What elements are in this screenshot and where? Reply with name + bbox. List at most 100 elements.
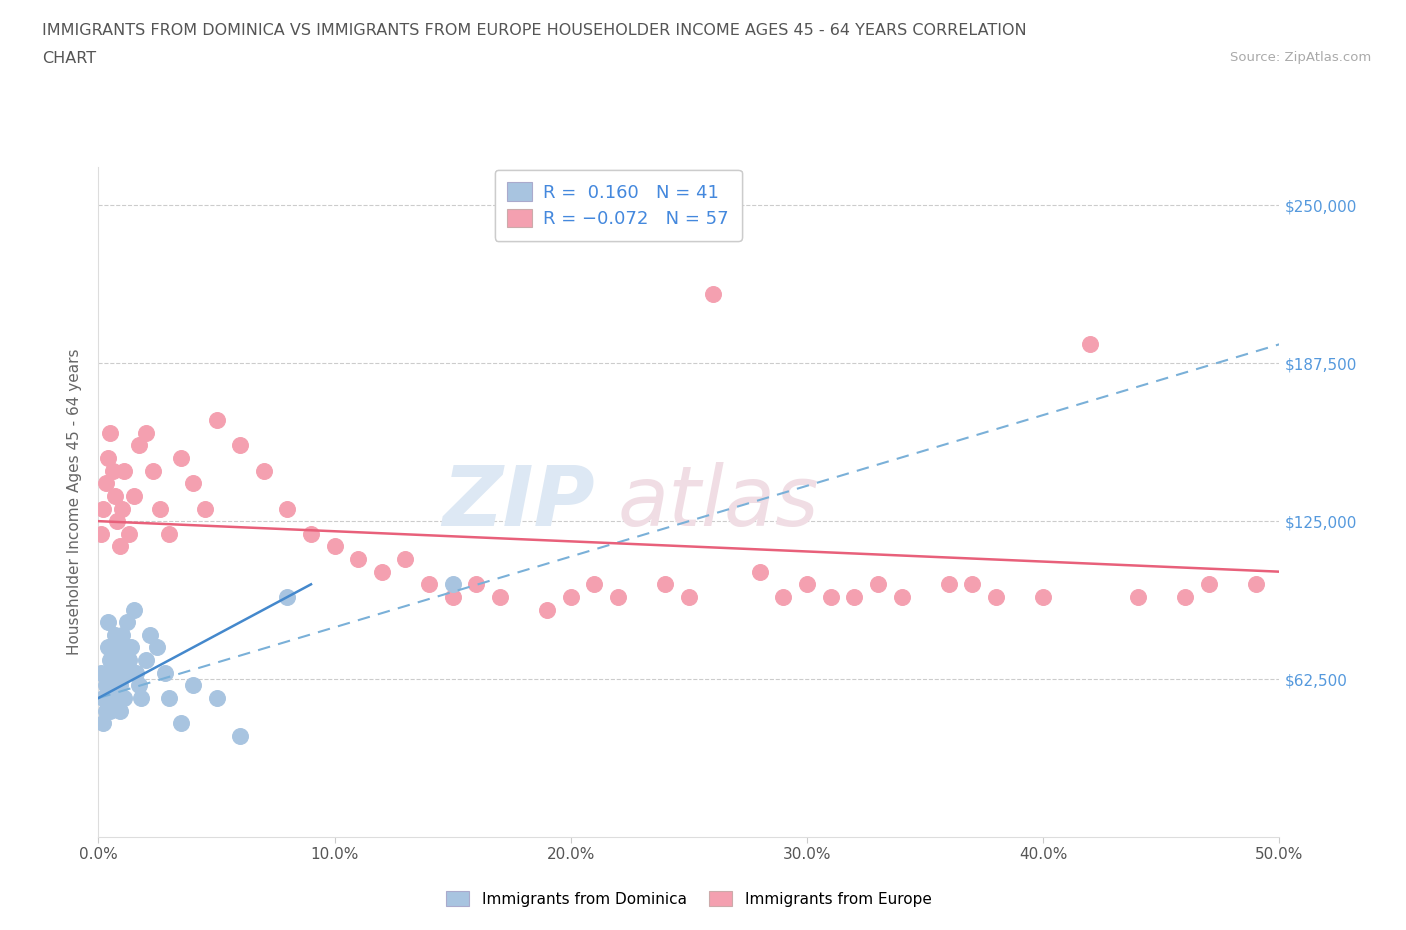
- Point: [844, 590, 866, 604]
- Point: [205, 413, 228, 428]
- Point: [1174, 590, 1197, 604]
- Point: [94, 703, 117, 718]
- Point: [702, 286, 724, 301]
- Point: [654, 577, 676, 591]
- Point: [170, 450, 193, 465]
- Point: [97, 640, 120, 655]
- Point: [91, 716, 114, 731]
- Point: [135, 653, 157, 668]
- Point: [1244, 577, 1267, 591]
- Point: [90, 526, 112, 541]
- Point: [108, 539, 131, 554]
- Point: [98, 703, 121, 718]
- Point: [441, 577, 464, 591]
- Legend: R =  0.160   N = 41, R = −0.072   N = 57: R = 0.160 N = 41, R = −0.072 N = 57: [495, 170, 741, 241]
- Point: [101, 691, 124, 706]
- Point: [98, 678, 121, 693]
- Point: [111, 501, 134, 516]
- Point: [748, 565, 770, 579]
- Point: [98, 425, 121, 440]
- Point: [607, 590, 630, 604]
- Point: [108, 678, 131, 693]
- Point: [122, 602, 145, 617]
- Point: [371, 565, 394, 579]
- Text: CHART: CHART: [42, 51, 96, 66]
- Point: [139, 628, 162, 643]
- Point: [125, 665, 148, 680]
- Point: [984, 590, 1007, 604]
- Point: [112, 665, 135, 680]
- Point: [394, 551, 416, 566]
- Point: [111, 653, 134, 668]
- Point: [583, 577, 606, 591]
- Point: [465, 577, 488, 591]
- Point: [866, 577, 889, 591]
- Point: [98, 653, 121, 668]
- Point: [347, 551, 370, 566]
- Point: [890, 590, 912, 604]
- Point: [820, 590, 842, 604]
- Point: [489, 590, 512, 604]
- Point: [104, 628, 127, 643]
- Point: [229, 728, 252, 743]
- Point: [104, 653, 127, 668]
- Point: [938, 577, 960, 591]
- Point: [194, 501, 217, 516]
- Point: [101, 463, 124, 478]
- Point: [441, 590, 464, 604]
- Point: [105, 513, 128, 528]
- Point: [97, 450, 120, 465]
- Point: [1032, 590, 1054, 604]
- Point: [105, 665, 128, 680]
- Point: [1126, 590, 1149, 604]
- Point: [276, 501, 298, 516]
- Point: [299, 526, 322, 541]
- Point: [111, 628, 134, 643]
- Point: [94, 476, 117, 491]
- Point: [170, 716, 193, 731]
- Point: [1080, 337, 1102, 352]
- Point: [276, 590, 298, 604]
- Point: [149, 501, 172, 516]
- Point: [560, 590, 582, 604]
- Point: [108, 703, 131, 718]
- Point: [115, 615, 138, 630]
- Point: [118, 526, 141, 541]
- Point: [129, 691, 152, 706]
- Point: [418, 577, 440, 591]
- Point: [142, 463, 165, 478]
- Point: [536, 602, 558, 617]
- Point: [94, 678, 117, 693]
- Point: [157, 691, 180, 706]
- Point: [796, 577, 818, 591]
- Point: [91, 501, 114, 516]
- Point: [146, 640, 169, 655]
- Text: Source: ZipAtlas.com: Source: ZipAtlas.com: [1230, 51, 1371, 64]
- Point: [323, 539, 346, 554]
- Point: [90, 665, 112, 680]
- Point: [91, 691, 114, 706]
- Point: [105, 640, 128, 655]
- Point: [128, 678, 150, 693]
- Point: [101, 665, 124, 680]
- Point: [181, 678, 204, 693]
- Point: [1198, 577, 1220, 591]
- Point: [97, 615, 120, 630]
- Point: [253, 463, 276, 478]
- Point: [229, 438, 252, 453]
- Text: ZIP: ZIP: [441, 461, 595, 543]
- Point: [962, 577, 984, 591]
- Y-axis label: Householder Income Ages 45 - 64 years: Householder Income Ages 45 - 64 years: [67, 349, 83, 656]
- Point: [112, 463, 135, 478]
- Point: [112, 691, 135, 706]
- Text: IMMIGRANTS FROM DOMINICA VS IMMIGRANTS FROM EUROPE HOUSEHOLDER INCOME AGES 45 - : IMMIGRANTS FROM DOMINICA VS IMMIGRANTS F…: [42, 23, 1026, 38]
- Point: [121, 640, 143, 655]
- Point: [181, 476, 204, 491]
- Point: [128, 438, 150, 453]
- Point: [104, 488, 127, 503]
- Point: [153, 665, 176, 680]
- Point: [115, 640, 138, 655]
- Point: [772, 590, 794, 604]
- Point: [122, 488, 145, 503]
- Legend: Immigrants from Dominica, Immigrants from Europe: Immigrants from Dominica, Immigrants fro…: [440, 885, 938, 913]
